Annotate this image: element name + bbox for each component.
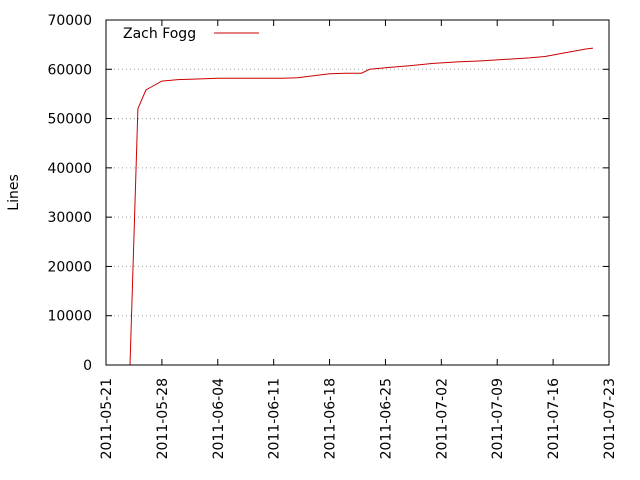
grid-lines: [106, 68, 609, 317]
series-layer: [129, 47, 594, 366]
y-tick-label: 60000: [47, 62, 92, 78]
y-tick-label: 0: [83, 358, 92, 374]
y-tick-label: 20000: [47, 259, 92, 275]
legend-label: Zach Fogg: [123, 26, 196, 42]
y-tick-label: 30000: [47, 210, 92, 226]
x-tick-label: 2011-06-25: [378, 378, 394, 459]
y-tick-label: 50000: [47, 112, 92, 128]
x-tick-label: 2011-07-09: [490, 378, 506, 459]
x-tick-label: 2011-05-28: [155, 378, 171, 459]
x-tick-label: 2011-07-02: [434, 378, 450, 459]
x-tick-label: 2011-07-23: [602, 378, 618, 459]
series-line: [129, 47, 594, 366]
x-tick-label: 2011-06-11: [267, 378, 283, 459]
y-tick-label: 10000: [47, 309, 92, 325]
x-tick-label: 2011-06-04: [211, 378, 227, 459]
y-axis-title: Lines: [6, 174, 22, 210]
y-tick-label: 40000: [47, 161, 92, 177]
y-tick-label: 70000: [47, 13, 92, 29]
y-axis-ticks: 0 10000 20000 30000 40000 50000 60000 70000: [47, 13, 609, 374]
x-tick-label: 2011-06-18: [323, 378, 339, 459]
x-tick-label: 2011-05-21: [99, 378, 115, 459]
legend: Zach Fogg: [123, 26, 259, 42]
x-axis-ticks: 2011-05-21 2011-05-28 2011-06-04 2011-06-11…: [99, 20, 618, 459]
plot-area-frame: [105, 19, 610, 366]
x-tick-label: 2011-07-16: [546, 378, 562, 459]
